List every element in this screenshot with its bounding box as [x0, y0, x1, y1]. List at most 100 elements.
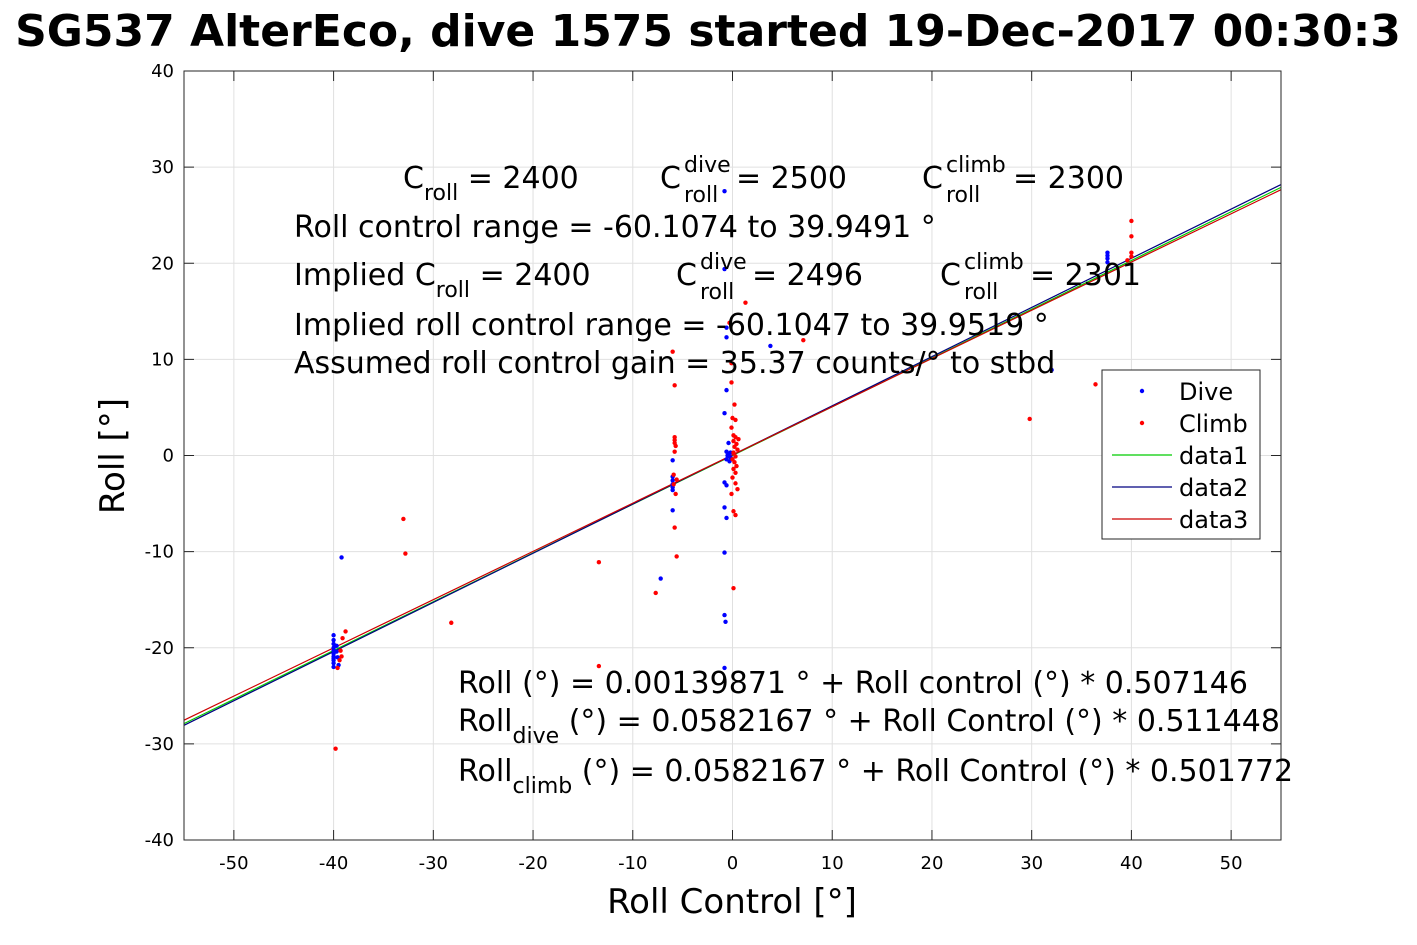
dive-point: [724, 515, 729, 521]
climb-point: [338, 648, 343, 653]
climb-point: [729, 425, 734, 430]
climb-point: [731, 509, 736, 514]
dive-point: [339, 555, 344, 560]
climb-point: [670, 349, 675, 354]
climb-point: [735, 486, 740, 492]
legend-label: data2: [1179, 474, 1248, 502]
data-points: [331, 188, 1134, 751]
dive-point: [670, 478, 675, 483]
dive-point: [334, 649, 339, 654]
climb-point: [733, 454, 738, 459]
climb-point: [732, 460, 737, 465]
legend-label: data1: [1179, 442, 1248, 470]
x-tick-label: 40: [1120, 853, 1143, 874]
axis-ticks: -50 -40 -30 -20 -10 0 10 20 30 40 50 -40 -30 -20 -10 0 1…: [145, 61, 1281, 874]
implied-c-dive-value: = 2496: [752, 258, 863, 293]
climb-point: [672, 449, 677, 454]
x-tick-label: -50: [219, 853, 248, 874]
climb-point: [333, 746, 338, 751]
dive-point: [726, 440, 731, 446]
chart-title: SG537 AlterEco, dive 1575 started 19-Dec…: [15, 6, 1401, 57]
climb-point: [727, 320, 732, 326]
climb-point: [671, 482, 676, 487]
climb-point: [731, 450, 736, 455]
x-tick-label: -30: [419, 853, 448, 874]
dive-point: [331, 660, 336, 666]
dive-point: [670, 487, 675, 493]
legend-marker-dive: [1139, 388, 1145, 394]
fit-equation-climb: Rollclimb (°) = 0.0582167 ° + Roll Contr…: [458, 754, 1293, 799]
c-roll-climb-value: = 2300: [1013, 161, 1124, 196]
dive-point: [334, 643, 339, 649]
climb-point: [340, 635, 345, 641]
climb-point: [339, 654, 344, 659]
y-tick-label: 30: [151, 157, 174, 178]
dive-point: [725, 453, 730, 458]
climb-point: [801, 337, 806, 343]
calibration-annotations: Croll = 2400 C dive roll = 2500 C climb …: [294, 153, 1141, 381]
dive-point: [768, 343, 773, 349]
climb-point: [729, 491, 734, 497]
c-roll-dive-sup: dive: [684, 153, 731, 178]
dive-point: [722, 266, 727, 272]
implied-c-climb-sub: roll: [964, 280, 998, 305]
x-tick-label: -40: [319, 853, 348, 874]
climb-point: [733, 512, 738, 518]
dive-point: [722, 665, 727, 671]
y-axis-label: Roll [°]: [93, 398, 133, 514]
climb-point: [596, 559, 602, 565]
climb-point: [401, 516, 406, 522]
climb-point: [1125, 258, 1130, 263]
x-tick-label: -10: [618, 853, 647, 874]
climb-point: [734, 463, 739, 469]
y-tick-label: -10: [145, 542, 174, 563]
x-tick-label: 50: [1220, 853, 1243, 874]
climb-point: [674, 477, 679, 482]
fit-lines: [183, 184, 1282, 726]
legend-marker-climb: [1139, 420, 1145, 426]
gain-text: Assumed roll control gain = 35.37 counts…: [294, 346, 1055, 381]
y-tick-label: 20: [151, 253, 174, 274]
implied-c-climb-text: C: [940, 258, 961, 293]
y-tick-label: 40: [151, 61, 174, 82]
x-tick-label: 30: [1020, 853, 1043, 874]
dive-point: [722, 411, 727, 416]
y-tick-label: -40: [145, 830, 174, 851]
legend: Dive Climb data1 data2 data3: [1101, 369, 1261, 540]
y-tick-label: -20: [145, 638, 174, 659]
dive-point: [1105, 250, 1110, 255]
climb-point: [1129, 234, 1134, 239]
c-roll-climb-sup: climb: [946, 153, 1006, 178]
climb-point: [673, 443, 678, 449]
c-roll-climb-sub: roll: [946, 183, 980, 208]
implied-c-climb-value: = 2301: [1030, 258, 1141, 293]
dive-point: [658, 576, 663, 581]
climb-point: [736, 436, 741, 442]
climb-point: [735, 447, 740, 452]
dive-point: [724, 325, 729, 330]
c-roll-climb-text: C: [922, 161, 943, 196]
climb-point: [1093, 382, 1098, 387]
implied-c-dive-sup: dive: [700, 250, 747, 275]
climb-point: [732, 444, 737, 450]
climb-point: [673, 491, 678, 497]
climb-point: [1027, 416, 1032, 422]
dive-point: [722, 505, 727, 510]
climb-point: [671, 472, 676, 477]
climb-point: [743, 300, 748, 305]
implied-c-roll-text: Implied Croll = 2400: [294, 258, 591, 303]
climb-point: [335, 665, 340, 671]
climb-point: [653, 590, 658, 596]
implied-c-climb-sup: climb: [964, 250, 1024, 275]
dive-point: [670, 508, 675, 513]
dive-point: [331, 664, 336, 670]
climb-point: [449, 620, 454, 625]
climb-point: [674, 554, 679, 559]
c-roll-dive-value: = 2500: [736, 161, 847, 196]
dive-point: [722, 550, 727, 555]
dive-point: [1049, 367, 1054, 373]
dive-point: [722, 188, 727, 194]
x-axis-label: Roll Control [°]: [607, 882, 857, 922]
dive-point: [724, 387, 729, 393]
